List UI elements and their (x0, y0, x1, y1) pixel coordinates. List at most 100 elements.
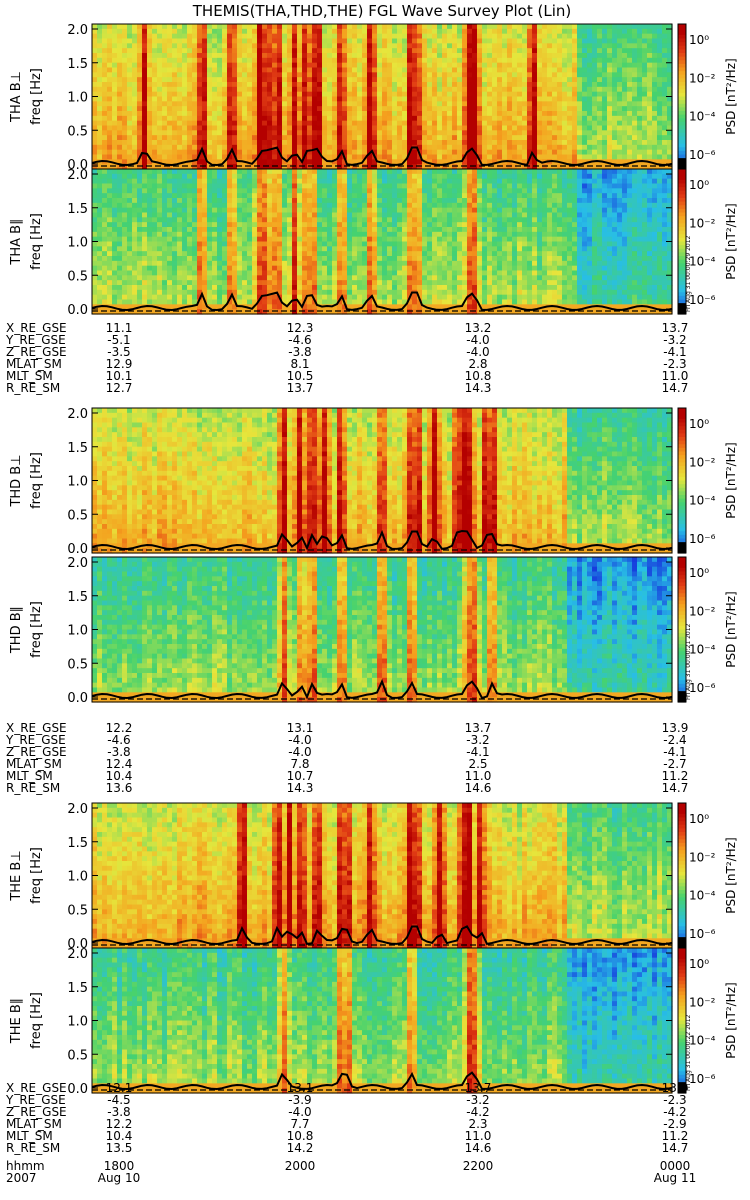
y-tick-label: 0.5 (67, 508, 88, 523)
ephemeris-value: 10.8 (287, 1129, 314, 1143)
spectrogram-panel-thd-bpar: 2.0 1.5 1.0 0.5 0.0 freq [Hz] THD B∥ 10⁰ 10⁻² 10⁻… (9, 556, 738, 706)
ephemeris-value: 11.0 (465, 1129, 492, 1143)
y-tick-label: 0.5 (67, 903, 88, 918)
heatmap-cells (92, 948, 673, 1094)
y-tick-label: 1.5 (67, 981, 88, 996)
colorbar-tick-label: 10⁻⁴ (689, 889, 716, 903)
colorbar-tick-label: 10⁰ (689, 957, 709, 971)
y-tick-label: 1.0 (67, 236, 88, 251)
cutoff-trace (91, 146, 673, 167)
ephemeris-value: 13.2 (465, 321, 492, 335)
y-tick-label: 1.0 (67, 624, 88, 639)
ephemeris-value: 10.7 (287, 769, 314, 783)
ephemeris-value: 13.7 (465, 721, 492, 735)
ephemeris-value: 8.1 (290, 357, 309, 371)
y-tick-label: 2.0 (67, 947, 88, 962)
ephemeris-label: R_RE_SM (6, 1141, 60, 1155)
y-tick-label: 0.5 (67, 657, 88, 672)
colorbar: 10⁰ 10⁻² 10⁻⁴ 10⁻⁶ PSD [nT²/Hz] (677, 556, 738, 703)
ephemeris-value: 13.1 (287, 721, 314, 735)
ephemeris-value: -2.9 (663, 1117, 686, 1131)
y-tick-label: 0.0 (67, 1082, 88, 1097)
time-tick-label: 2200 (463, 1159, 494, 1173)
ephemeris-value: 10.4 (106, 1129, 133, 1143)
panel-name: THD B∥ (9, 606, 24, 654)
ephemeris-value: 2.5 (468, 757, 487, 771)
colorbar: 10⁰ 10⁻² 10⁻⁴ 10⁻⁶ PSD [nT²/Hz] (677, 947, 738, 1094)
ephemeris-value: 11.2 (662, 1129, 689, 1143)
y-axis-label: freq [Hz] (29, 68, 44, 125)
colorbar-tick-label: 10⁻⁶ (689, 681, 716, 695)
heatmap-cells (92, 803, 673, 949)
spectrogram-panel-tha-bpar: 2.0 1.5 1.0 0.5 0.0 freq [Hz] THA B∥ 10⁰ 10⁻² 10⁻… (9, 168, 738, 318)
ephemeris-value: 14.6 (465, 781, 492, 795)
colorbar-label: PSD [nT²/Hz] (724, 982, 738, 1058)
ephemeris-value: 10.5 (287, 369, 314, 383)
ephemeris-value: 13.9 (662, 721, 689, 735)
panel-name: THA B∥ (9, 218, 24, 265)
ephemeris-label: X_RE_GSE (6, 1081, 67, 1095)
panel-name: THD B⊥ (9, 454, 24, 507)
ephemeris-value: -2.4 (663, 733, 686, 747)
ephemeris-label: MLAT_SM (6, 757, 62, 771)
ephemeris-value: -4.2 (466, 1105, 489, 1119)
ephemeris-value: 14.6 (465, 1141, 492, 1155)
ephemeris-value: -3.2 (466, 733, 489, 747)
ephemeris-value: 13.7 (287, 381, 314, 395)
ephemeris-value: 13.1 (287, 1081, 314, 1095)
ephemeris-value: -4.0 (466, 333, 489, 347)
ephemeris-label: X_RE_GSE (6, 721, 67, 735)
ephemeris-value: -4.2 (663, 1105, 686, 1119)
y-axis-label: freq [Hz] (29, 601, 44, 658)
cutoff-trace (91, 678, 673, 700)
spectrogram-panel-thd-bperp: 2.0 1.5 1.0 0.5 0.0 freq [Hz] THD B⊥ 10⁰ 10⁻² 10⁻… (9, 407, 738, 557)
ephemeris-label: Z_RE_GSE (6, 345, 67, 359)
ephemeris-table-thd: X_RE_GSE 12.2 13.1 13.7 13.9 Y_RE_GSE -4.6 -4.0… (5, 721, 688, 795)
ephemeris-value: -3.2 (466, 1093, 489, 1107)
ephemeris-value: 10.8 (465, 369, 492, 383)
y-tick-label: 1.5 (67, 590, 88, 605)
ephemeris-label: X_RE_GSE (6, 321, 67, 335)
ephemeris-value: -4.6 (107, 733, 130, 747)
colorbar: 10⁰ 10⁻² 10⁻⁴ 10⁻⁶ PSD [nT²/Hz] (677, 802, 738, 949)
cutoff-trace (91, 1071, 673, 1091)
colorbar-tick-label: 10⁻² (689, 850, 716, 864)
ephemeris-value: -3.5 (107, 345, 130, 359)
ephemeris-value: -4.0 (288, 745, 311, 759)
ephemeris-label: MLT_SM (6, 769, 53, 783)
y-axis-label: freq [Hz] (29, 847, 44, 904)
heatmap-cells (92, 408, 673, 554)
ephemeris-label: MLAT_SM (6, 1117, 62, 1131)
y-tick-label: 2.0 (67, 407, 88, 422)
ephemeris-label: MLAT_SM (6, 357, 62, 371)
colorbar-tick-label: 10⁰ (689, 178, 709, 192)
y-tick-label: 1.5 (67, 57, 88, 72)
ephemeris-value: 14.2 (287, 1141, 314, 1155)
y-tick-label: 1.0 (67, 870, 88, 885)
y-axis-label: freq [Hz] (29, 452, 44, 509)
panel-name: THE B∥ (9, 998, 24, 1044)
ephemeris-value: -4.0 (466, 345, 489, 359)
colorbar: 10⁰ 10⁻² 10⁻⁴ 10⁻⁶ PSD [nT²/Hz] (677, 407, 738, 554)
colorbar-label: PSD [nT²/Hz] (724, 837, 738, 913)
ephemeris-value: -4.1 (663, 345, 686, 359)
ephemeris-value: 12.2 (106, 721, 133, 735)
y-axis-label: freq [Hz] (29, 213, 44, 270)
colorbar-tick-label: 10⁻⁴ (689, 494, 716, 508)
ephemeris-value: 12.2 (106, 1117, 133, 1131)
ephemeris-value: 12.9 (106, 357, 133, 371)
y-axis-label: freq [Hz] (29, 992, 44, 1049)
ephemeris-value: -3.8 (107, 1105, 130, 1119)
y-tick-label: 1.0 (67, 475, 88, 490)
ephemeris-value: 2.8 (468, 357, 487, 371)
y-tick-label: 0.0 (67, 158, 88, 173)
ephemeris-value: 12.7 (106, 381, 133, 395)
ephemeris-value: 13.5 (106, 1141, 133, 1155)
colorbar-label: PSD [nT²/Hz] (724, 58, 738, 134)
ephemeris-value: -4.6 (288, 333, 311, 347)
y-tick-label: 0.0 (67, 303, 88, 318)
plot-timestamp: Fri Aug 31 00:00:29 2012 (685, 235, 692, 312)
ephemeris-label: R_RE_SM (6, 781, 60, 795)
ephemeris-value: 13.9 (662, 1081, 689, 1095)
